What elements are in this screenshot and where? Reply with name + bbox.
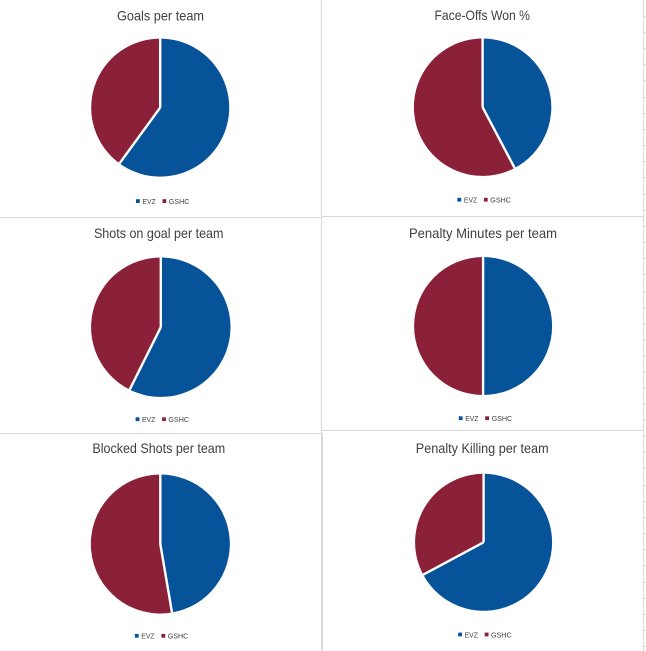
svg-text:GSHC: GSHC [169, 197, 190, 206]
svg-text:GSHC: GSHC [168, 415, 189, 424]
svg-text:GSHC: GSHC [490, 196, 511, 205]
svg-text:EVZ: EVZ [142, 415, 156, 424]
svg-text:GSHC: GSHC [491, 630, 512, 639]
svg-text:Penalty Minutes per team: Penalty Minutes per team [409, 225, 557, 241]
svg-text:EVZ: EVZ [142, 197, 156, 206]
svg-text:Blocked Shots per team: Blocked Shots per team [92, 440, 225, 456]
svg-text:GSHC: GSHC [168, 632, 189, 641]
svg-text:Face-Offs Won %: Face-Offs Won % [435, 7, 530, 23]
svg-text:GSHC: GSHC [492, 414, 513, 423]
svg-text:Goals per team: Goals per team [117, 8, 204, 24]
svg-text:EVZ: EVZ [465, 414, 479, 423]
svg-text:Shots on goal per team: Shots on goal per team [94, 225, 224, 241]
svg-text:EVZ: EVZ [464, 196, 478, 205]
svg-text:EVZ: EVZ [141, 632, 155, 641]
svg-text:Penalty Killing per team: Penalty Killing per team [416, 440, 549, 456]
svg-text:EVZ: EVZ [465, 630, 479, 639]
